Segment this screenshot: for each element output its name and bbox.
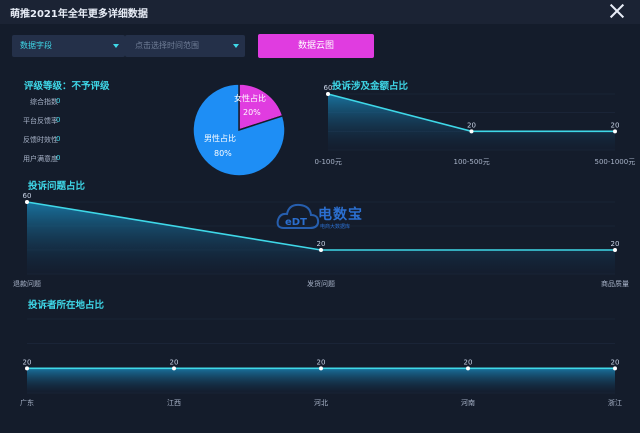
- gender-pie-chart: [192, 83, 286, 177]
- time-range-select[interactable]: 点击选择时间范围: [125, 35, 245, 57]
- axis-tick-label: 江西: [167, 399, 181, 407]
- data-label: 20: [317, 240, 326, 248]
- location-chart-title: 投诉者所在地占比: [28, 300, 105, 311]
- rating-item-value: 0: [56, 154, 61, 162]
- axis-tick-label: 河南: [461, 399, 475, 407]
- data-label: 20: [611, 121, 620, 129]
- chevron-down-icon: [113, 44, 119, 48]
- axis-tick-label: 浙江: [608, 399, 622, 407]
- rating-item-value: 0: [56, 116, 61, 124]
- close-icon[interactable]: [608, 2, 626, 20]
- male-slice: [192, 83, 286, 177]
- data-cloud-button[interactable]: 数据云图: [258, 34, 374, 58]
- data-label: 20: [170, 358, 179, 366]
- area-fill: [328, 94, 615, 150]
- title-bar: 萌推2021年全年更多详细数据: [0, 0, 640, 24]
- issue-area-chart: 60 20 20: [23, 192, 619, 275]
- data-field-value: 数据字段: [20, 41, 52, 50]
- watermark-brand: 电数宝: [318, 207, 363, 223]
- data-label: 20: [611, 358, 620, 366]
- data-point: [613, 129, 617, 134]
- chevron-down-icon: [233, 44, 239, 48]
- data-label: 20: [464, 358, 473, 366]
- axis-tick-label: 广东: [20, 399, 34, 407]
- data-label: 60: [23, 192, 32, 200]
- amount-chart-title: 投诉涉及金额占比: [332, 81, 409, 92]
- rating-title: 评级等级：不予评级: [24, 81, 110, 92]
- data-point: [469, 129, 474, 134]
- data-point: [319, 366, 323, 371]
- issue-chart-title: 投诉问题占比: [28, 181, 86, 192]
- svg-text:eDT: eDT: [285, 217, 307, 228]
- axis-tick-label: 河北: [314, 399, 328, 407]
- data-label: 60: [324, 84, 333, 92]
- rating-item-label: 用户满意度: [23, 155, 58, 163]
- data-label: 20: [467, 121, 476, 129]
- data-point: [613, 366, 617, 371]
- rating-item-label: 反馈时效性: [23, 136, 58, 144]
- area-fill: [27, 368, 615, 393]
- data-field-select[interactable]: 数据字段: [12, 35, 125, 57]
- cloud-logo-icon: eDT: [276, 203, 320, 229]
- data-label: 20: [317, 358, 326, 366]
- male-ratio-label: 男性占比: [204, 134, 236, 143]
- axis-tick-label: 100-500元: [453, 158, 490, 166]
- female-ratio-value: 20%: [243, 108, 261, 117]
- data-point: [319, 248, 323, 252]
- data-point: [25, 366, 29, 371]
- female-slice: [238, 83, 284, 132]
- data-point: [466, 366, 470, 371]
- rating-item-value: 0: [56, 135, 61, 143]
- axis-tick-label: 发货问题: [307, 280, 335, 288]
- rating-item-label: 平台反馈率: [23, 117, 58, 125]
- rating-item-value: 0: [56, 97, 61, 105]
- data-label: 20: [23, 358, 32, 366]
- axis-tick-label: 退款问题: [13, 280, 41, 288]
- axis-tick-label: 0-100元: [314, 158, 342, 166]
- amount-area-chart: 60 20 20: [324, 84, 619, 151]
- data-point: [326, 92, 330, 96]
- male-ratio-value: 80%: [214, 149, 232, 158]
- data-label: 20: [611, 240, 620, 248]
- location-area-chart: 20 20 20 20 20: [23, 318, 619, 394]
- data-point: [25, 200, 29, 204]
- axis-tick-label: 500-1000元: [594, 158, 636, 166]
- watermark-sub: 电商大数据库: [320, 224, 351, 230]
- area-fill: [27, 202, 615, 274]
- data-point: [613, 248, 617, 252]
- female-ratio-label: 女性占比: [234, 94, 266, 103]
- axis-tick-label: 商品质量: [601, 280, 629, 288]
- window-title: 萌推2021年全年更多详细数据: [10, 9, 148, 20]
- time-range-placeholder: 点击选择时间范围: [135, 41, 199, 50]
- data-point: [172, 366, 176, 371]
- rating-item-label: 综合指数: [30, 98, 58, 106]
